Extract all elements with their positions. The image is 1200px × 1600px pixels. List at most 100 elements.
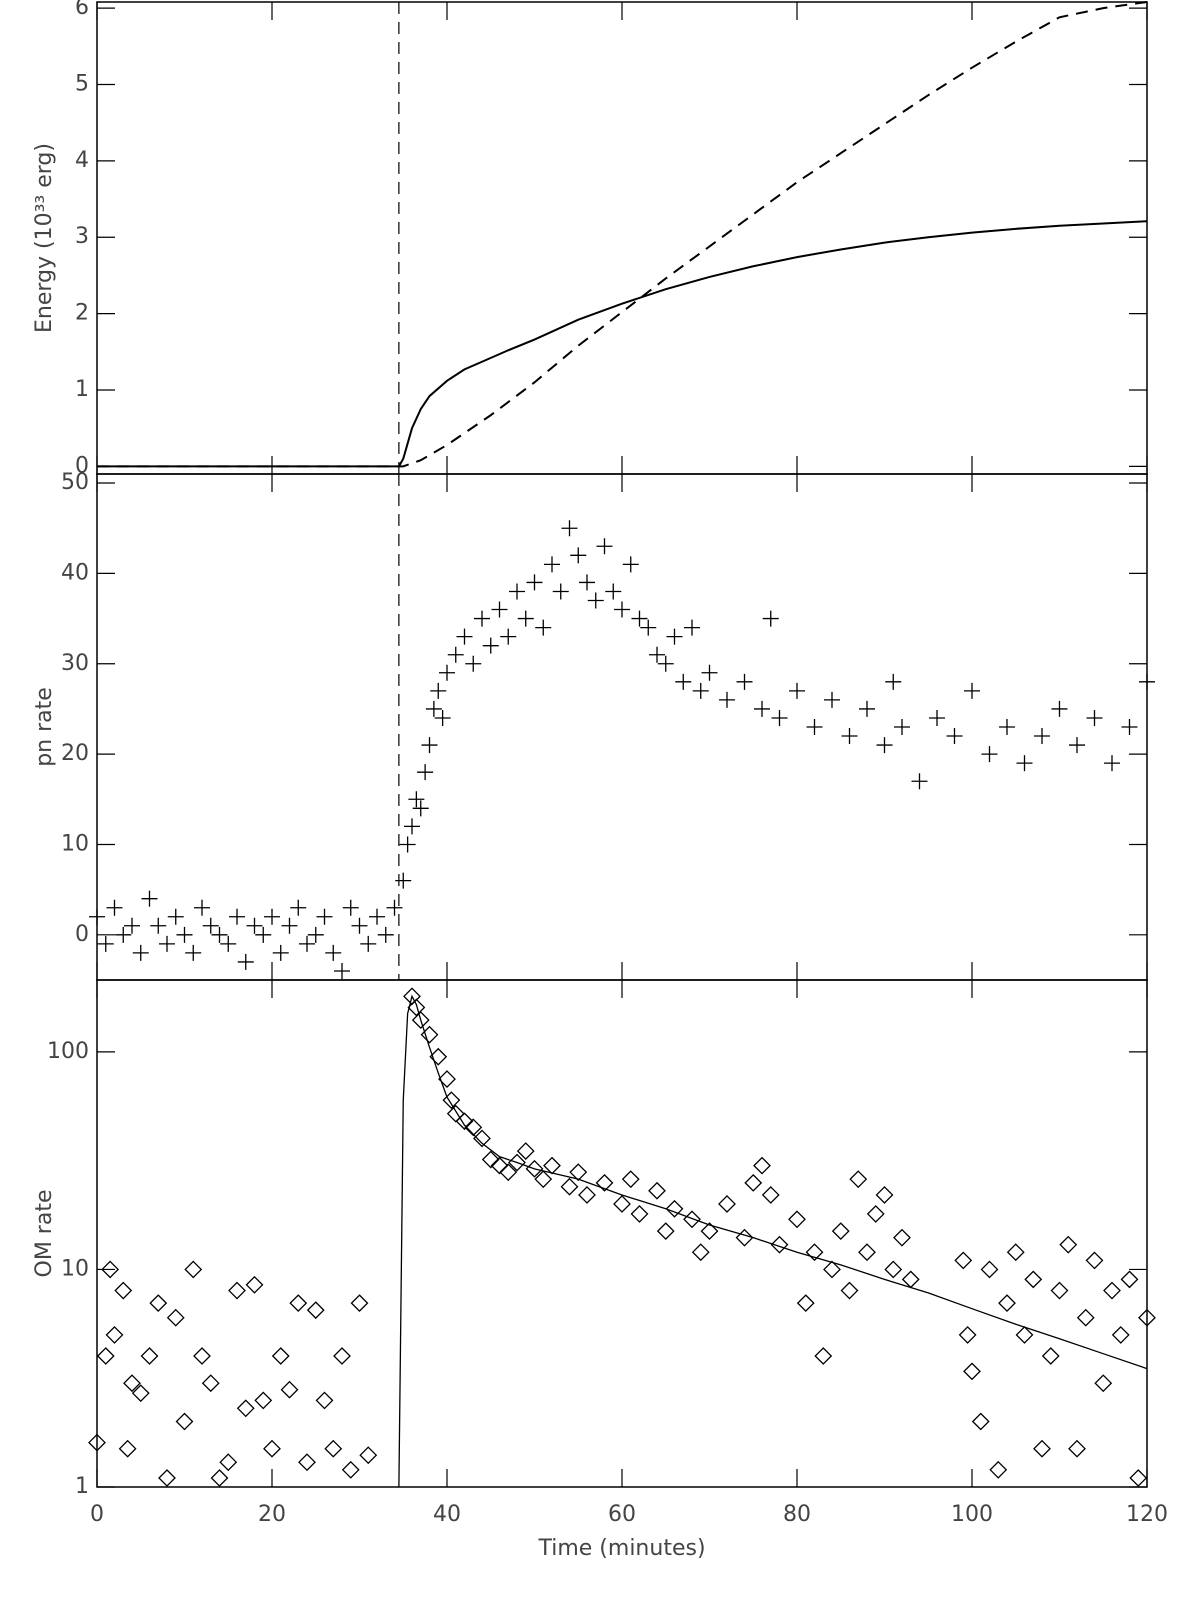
plus-marker [425,700,442,717]
diamond-marker [700,1222,719,1241]
diamond-marker [306,1301,325,1320]
plus-marker [605,583,622,600]
diamond-marker [1033,1439,1051,1458]
diamond-marker [359,1446,378,1465]
plus-marker [434,709,451,726]
diamond-marker [114,1281,133,1300]
diamond-marker [228,1281,246,1300]
diamond-marker [184,1260,203,1279]
y-tick-label: 30 [61,651,89,676]
x-tick-label: 20 [258,1502,286,1527]
diamond-marker [131,1384,150,1403]
plus-marker [264,908,280,925]
diamond-marker [101,1260,120,1279]
plus-marker [202,917,219,934]
y-tick-label: 4 [75,148,89,173]
plus-marker [360,935,377,952]
plus-marker [631,610,648,627]
diamond-marker [1076,1308,1095,1327]
plus-marker [1086,709,1103,726]
plus-marker [946,728,963,745]
diamond-marker [884,1260,903,1279]
diamond-marker [525,1159,544,1178]
plus-marker [185,944,202,961]
plus-marker [417,764,434,781]
diamond-marker [455,1112,474,1131]
plus-marker [841,728,858,745]
plus-marker [246,917,263,934]
y-tick-label: 40 [61,560,89,585]
diamond-marker [245,1275,264,1294]
diamond-marker [118,1439,137,1458]
diamond-marker [770,1235,789,1254]
diamond-marker [499,1163,518,1182]
diamond-marker [1006,1243,1025,1262]
plus-marker [159,935,175,952]
diamond-marker [1041,1347,1060,1365]
plus-marker [789,682,805,699]
plus-marker [622,556,639,573]
diamond-marker [271,1347,290,1365]
plus-marker [482,637,499,654]
y-tick-label: 20 [61,741,89,766]
plus-marker [430,682,447,699]
plus-marker [701,664,718,681]
plus-marker [290,899,307,916]
plus-marker [1139,673,1155,690]
plus-marker [570,547,587,564]
plus-marker [439,664,455,681]
plus-marker [1034,728,1050,745]
diamond-marker [193,1347,211,1365]
diamond-marker [1129,1469,1148,1487]
plus-marker [386,899,403,916]
plus-marker [316,908,333,925]
diamond-marker [350,1294,369,1313]
diamond-marker [840,1281,859,1300]
x-tick-label: 0 [90,1502,104,1527]
plus-marker [456,628,473,645]
diamond-marker [254,1391,273,1410]
diamond-marker [407,998,426,1017]
diamond-marker [1059,1235,1078,1254]
plus-marker [876,737,893,754]
plus-marker [334,962,350,979]
diamond-marker [718,1195,736,1213]
plus-marker [552,583,569,600]
plus-marker [614,601,630,618]
plus-marker [220,935,237,952]
diamond-marker [761,1186,780,1204]
diamond-marker [236,1399,255,1418]
plus-marker [132,944,149,961]
diamond-marker [796,1294,815,1313]
plus-marker [408,791,425,808]
plus-marker [526,574,543,591]
diamond-marker [958,1326,977,1344]
diamond-marker [1103,1281,1121,1300]
plot-frame [96,1,1148,475]
diamond-marker [508,1153,526,1172]
plus-marker [824,691,840,708]
plus-marker [194,899,210,916]
plus-marker [115,926,132,943]
plus-marker [412,800,429,817]
plus-marker [657,655,674,672]
diamond-marker [298,1453,316,1472]
plus-marker [929,709,945,726]
diamond-marker [683,1210,701,1229]
y-tick-label: 100 [47,1039,89,1064]
x-tick-label: 120 [1126,1502,1168,1527]
diamond-marker [805,1243,824,1262]
plus-marker [771,709,788,726]
plus-marker [649,646,665,663]
plus-marker [229,908,245,925]
plus-marker [1121,719,1138,735]
plus-marker [399,836,416,853]
diamond-marker [219,1453,238,1472]
diamond-marker [788,1210,806,1229]
plus-marker [640,619,657,636]
y-tick-label: 3 [75,224,89,249]
diamond-marker [954,1251,973,1270]
plus-marker [762,610,779,627]
line-series [97,220,1148,468]
